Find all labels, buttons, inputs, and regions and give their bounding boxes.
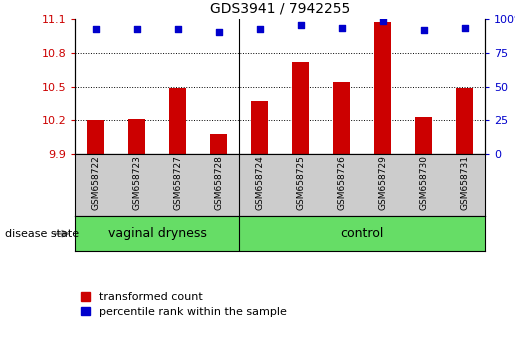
Text: GSM658731: GSM658731 [460, 155, 469, 210]
Bar [211, 134, 227, 154]
Legend: transformed count, percentile rank within the sample: transformed count, percentile rank withi… [81, 292, 286, 317]
Bar [416, 117, 432, 154]
Bar [251, 101, 268, 154]
Title: GDS3941 / 7942255: GDS3941 / 7942255 [210, 1, 350, 16]
Bar [88, 120, 104, 154]
Point [215, 29, 223, 34]
Bar [169, 88, 186, 154]
Text: vaginal dryness: vaginal dryness [108, 227, 207, 240]
Point [420, 27, 428, 33]
Bar [374, 22, 391, 154]
Text: GSM658725: GSM658725 [296, 155, 305, 210]
Point [132, 26, 141, 32]
Text: GSM658727: GSM658727 [173, 155, 182, 210]
Text: GSM658724: GSM658724 [255, 155, 264, 210]
Bar [128, 119, 145, 154]
Text: disease state: disease state [5, 229, 79, 239]
Point [174, 26, 182, 32]
Text: GSM658726: GSM658726 [337, 155, 346, 210]
Point [379, 18, 387, 24]
Point [337, 25, 346, 30]
Point [255, 26, 264, 32]
Point [460, 25, 469, 30]
Text: GSM658729: GSM658729 [378, 155, 387, 210]
Text: GSM658728: GSM658728 [214, 155, 223, 210]
Point [92, 26, 100, 32]
Text: GSM658730: GSM658730 [419, 155, 428, 210]
Bar [456, 88, 473, 154]
Bar [333, 82, 350, 154]
Text: GSM658723: GSM658723 [132, 155, 141, 210]
Bar [293, 62, 309, 154]
Text: GSM658722: GSM658722 [91, 155, 100, 210]
Point [297, 22, 305, 28]
Text: control: control [340, 227, 384, 240]
